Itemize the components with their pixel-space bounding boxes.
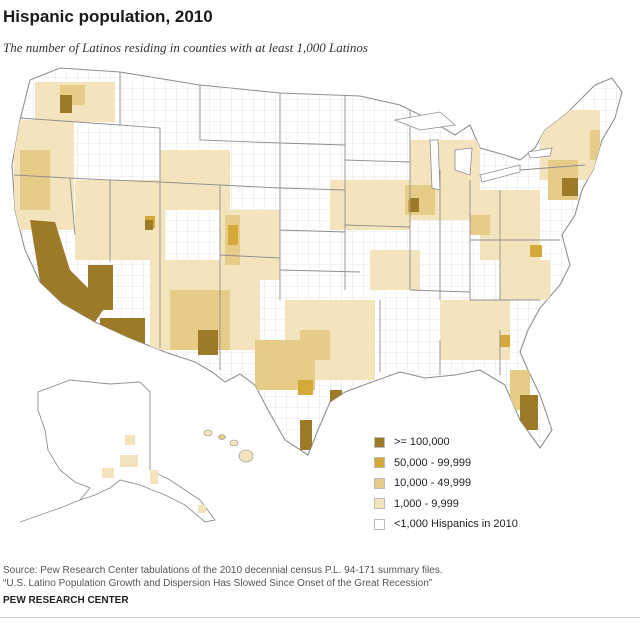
county-choropleth-map: [11, 67, 623, 523]
state-borders: [13, 72, 586, 375]
legend-label: <1,000 Hispanics in 2010: [394, 518, 518, 531]
source-line-1: Source: Pew Research Center tabulations …: [3, 565, 443, 576]
source-line-2: “U.S. Latino Population Growth and Dispe…: [3, 578, 433, 589]
legend-item-under-1k: <1,000 Hispanics in 2010: [374, 514, 634, 534]
bottom-divider: [0, 617, 640, 618]
legend-swatch: [374, 498, 385, 510]
source-note: Source: Pew Research Center tabulations …: [3, 564, 443, 590]
legend-item-1k-10k: 1,000 - 9,999: [374, 494, 634, 514]
brand-logo-text: PEW RESEARCH CENTER: [3, 595, 129, 606]
alaska-counties: [102, 435, 206, 513]
great-lakes: [393, 111, 553, 191]
legend-swatch: [374, 518, 385, 530]
chart-subtitle: The number of Latinos residing in counti…: [3, 40, 368, 55]
hawaii-islands: [203, 429, 254, 463]
alaska-shape: [37, 379, 216, 523]
legend-label: >= 100,000: [394, 436, 450, 448]
legend-label: 10,000 - 49,999: [394, 477, 472, 490]
map-legend: >= 100,000 50,000 - 99,999 10,000 - 49,9…: [374, 432, 634, 535]
legend-swatch: [374, 477, 385, 489]
legend-label: 1,000 - 9,999: [394, 497, 459, 510]
legend-swatch: [374, 457, 385, 469]
legend-label: 50,000 - 99,999: [394, 456, 472, 469]
legend-swatch: [374, 436, 385, 448]
aleutian-islands: [19, 499, 81, 523]
chart-title: Hispanic population, 2010: [3, 7, 213, 26]
legend-item-100k-plus: >= 100,000: [374, 432, 634, 452]
legend-item-10k-50k: 10,000 - 49,999: [374, 473, 634, 493]
legend-item-50k-100k: 50,000 - 99,999: [374, 453, 634, 473]
